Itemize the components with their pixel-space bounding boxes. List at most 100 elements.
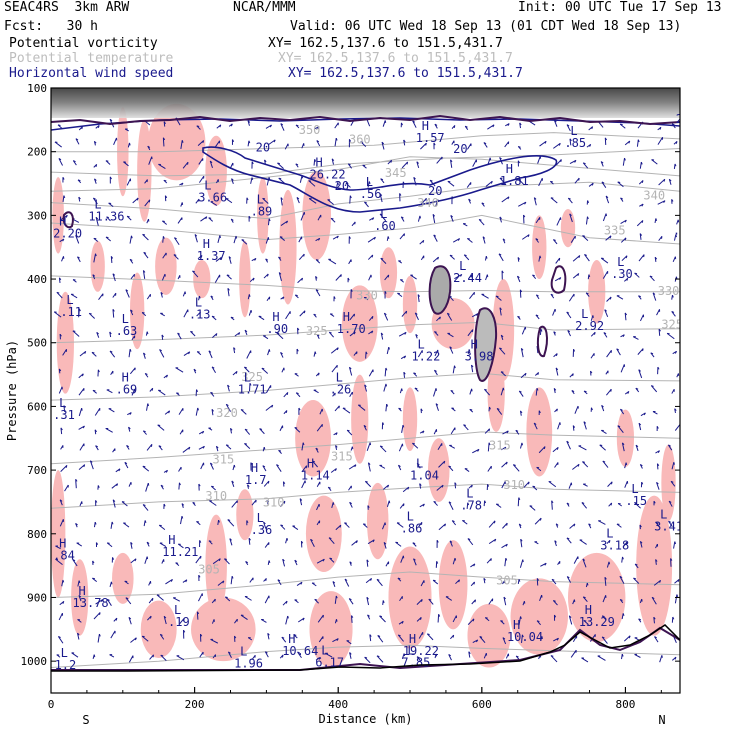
wind-vector-head — [540, 328, 543, 332]
wind-vector — [536, 620, 541, 626]
wind-vector-head — [604, 137, 608, 141]
wind-vector — [379, 193, 383, 203]
wind-vector — [420, 255, 425, 261]
wind-vector-head — [208, 350, 212, 353]
wind-vector — [147, 615, 152, 621]
wind-vector — [108, 202, 114, 208]
wind-vector-head — [499, 347, 502, 350]
extremum-value: 1.57 — [416, 131, 445, 145]
wind-vector-head — [573, 523, 576, 527]
wind-vector — [412, 442, 419, 449]
wind-vector — [505, 123, 510, 127]
wind-vector — [248, 309, 253, 316]
wind-vector-head — [336, 347, 339, 351]
wind-vector-shaft — [344, 522, 350, 528]
wind-vector-shaft — [282, 559, 286, 567]
wind-vector-head — [571, 390, 575, 392]
wind-vector — [606, 561, 611, 568]
wind-vector-head — [659, 127, 662, 130]
wind-vector-shaft — [584, 254, 590, 262]
wind-vector-shaft — [504, 558, 507, 567]
wind-vector-head — [471, 484, 473, 488]
wind-vector — [385, 403, 389, 412]
wind-vector-shaft — [365, 578, 372, 584]
wind-vector-shaft — [639, 314, 644, 322]
wind-vector-head — [487, 484, 490, 487]
wind-vector-head — [556, 637, 559, 641]
wind-vector — [148, 580, 152, 586]
wind-vector-head — [420, 408, 423, 412]
wind-vector-shaft — [266, 177, 270, 186]
extremum-value: 1.71 — [238, 383, 267, 397]
wind-vector-shaft — [124, 462, 129, 469]
wind-vector-shaft — [162, 252, 167, 259]
wind-vector — [434, 349, 439, 357]
wind-vector-head — [240, 409, 244, 411]
wind-vector-shaft — [399, 233, 405, 240]
wind-vector — [483, 652, 488, 659]
wind-vector-shaft — [214, 274, 221, 283]
wind-vector-head — [640, 541, 643, 544]
wind-vector — [487, 465, 492, 472]
wind-vector-head — [296, 392, 299, 395]
wind-vector — [59, 499, 63, 506]
theta-label: 340 — [643, 188, 665, 202]
wind-vector — [196, 521, 201, 526]
wind-vector — [183, 309, 189, 318]
wind-vector-shaft — [280, 500, 286, 508]
wind-vector-shaft — [436, 156, 443, 164]
wind-vector-shaft — [402, 486, 410, 493]
x-tick-label: 800 — [615, 698, 635, 711]
wind-vector-head — [638, 369, 641, 372]
wind-vector-shaft — [668, 520, 673, 527]
wind-vector-head — [406, 161, 409, 165]
wind-vector — [535, 314, 540, 320]
wind-vector — [240, 409, 247, 415]
wind-vector — [574, 405, 579, 414]
wind-vector-shaft — [298, 253, 305, 261]
wind-vector — [297, 327, 300, 335]
wind-vector-shaft — [89, 460, 94, 470]
wind-vector-shaft — [263, 480, 270, 487]
wind-vector-head — [400, 122, 403, 126]
wind-vector — [655, 522, 660, 528]
wind-vector — [59, 600, 65, 606]
wind-vector-head — [674, 351, 677, 354]
wind-vector-head — [158, 445, 162, 448]
wind-vector-head — [77, 632, 80, 636]
wind-vector-shaft — [366, 559, 369, 567]
wind-vector-head — [668, 178, 672, 182]
wind-vector — [91, 351, 97, 357]
wind-vector-head — [653, 500, 656, 504]
wind-vector — [264, 651, 269, 658]
wind-vector-head — [554, 540, 557, 543]
wind-vector-head — [370, 578, 373, 581]
wind-vector — [502, 580, 506, 585]
wind-vector — [298, 253, 305, 261]
wind-vector — [401, 310, 408, 317]
wind-vector-head — [129, 258, 133, 261]
wind-vector — [177, 217, 183, 224]
wind-vector-head — [244, 366, 247, 369]
wind-vector-head — [349, 195, 352, 199]
wind-vector — [79, 501, 83, 507]
wind-vector-head — [634, 502, 637, 504]
wind-vector-head — [460, 274, 463, 277]
wind-vector — [349, 313, 356, 321]
wind-vector — [400, 216, 405, 222]
wind-vector — [398, 331, 407, 337]
wind-vector — [265, 124, 272, 129]
wind-vector — [63, 405, 66, 413]
wind-vector — [124, 128, 130, 132]
wind-vector — [449, 346, 454, 354]
theta-label: 335 — [604, 223, 626, 237]
wind-vector-head — [671, 123, 675, 126]
wind-vector — [450, 159, 453, 168]
wind-vector — [467, 349, 471, 354]
wind-vector — [587, 274, 591, 280]
wind-vector-head — [312, 460, 315, 463]
wind-vector — [377, 635, 384, 643]
wind-vector-head — [210, 295, 214, 298]
wind-vector — [247, 140, 251, 147]
